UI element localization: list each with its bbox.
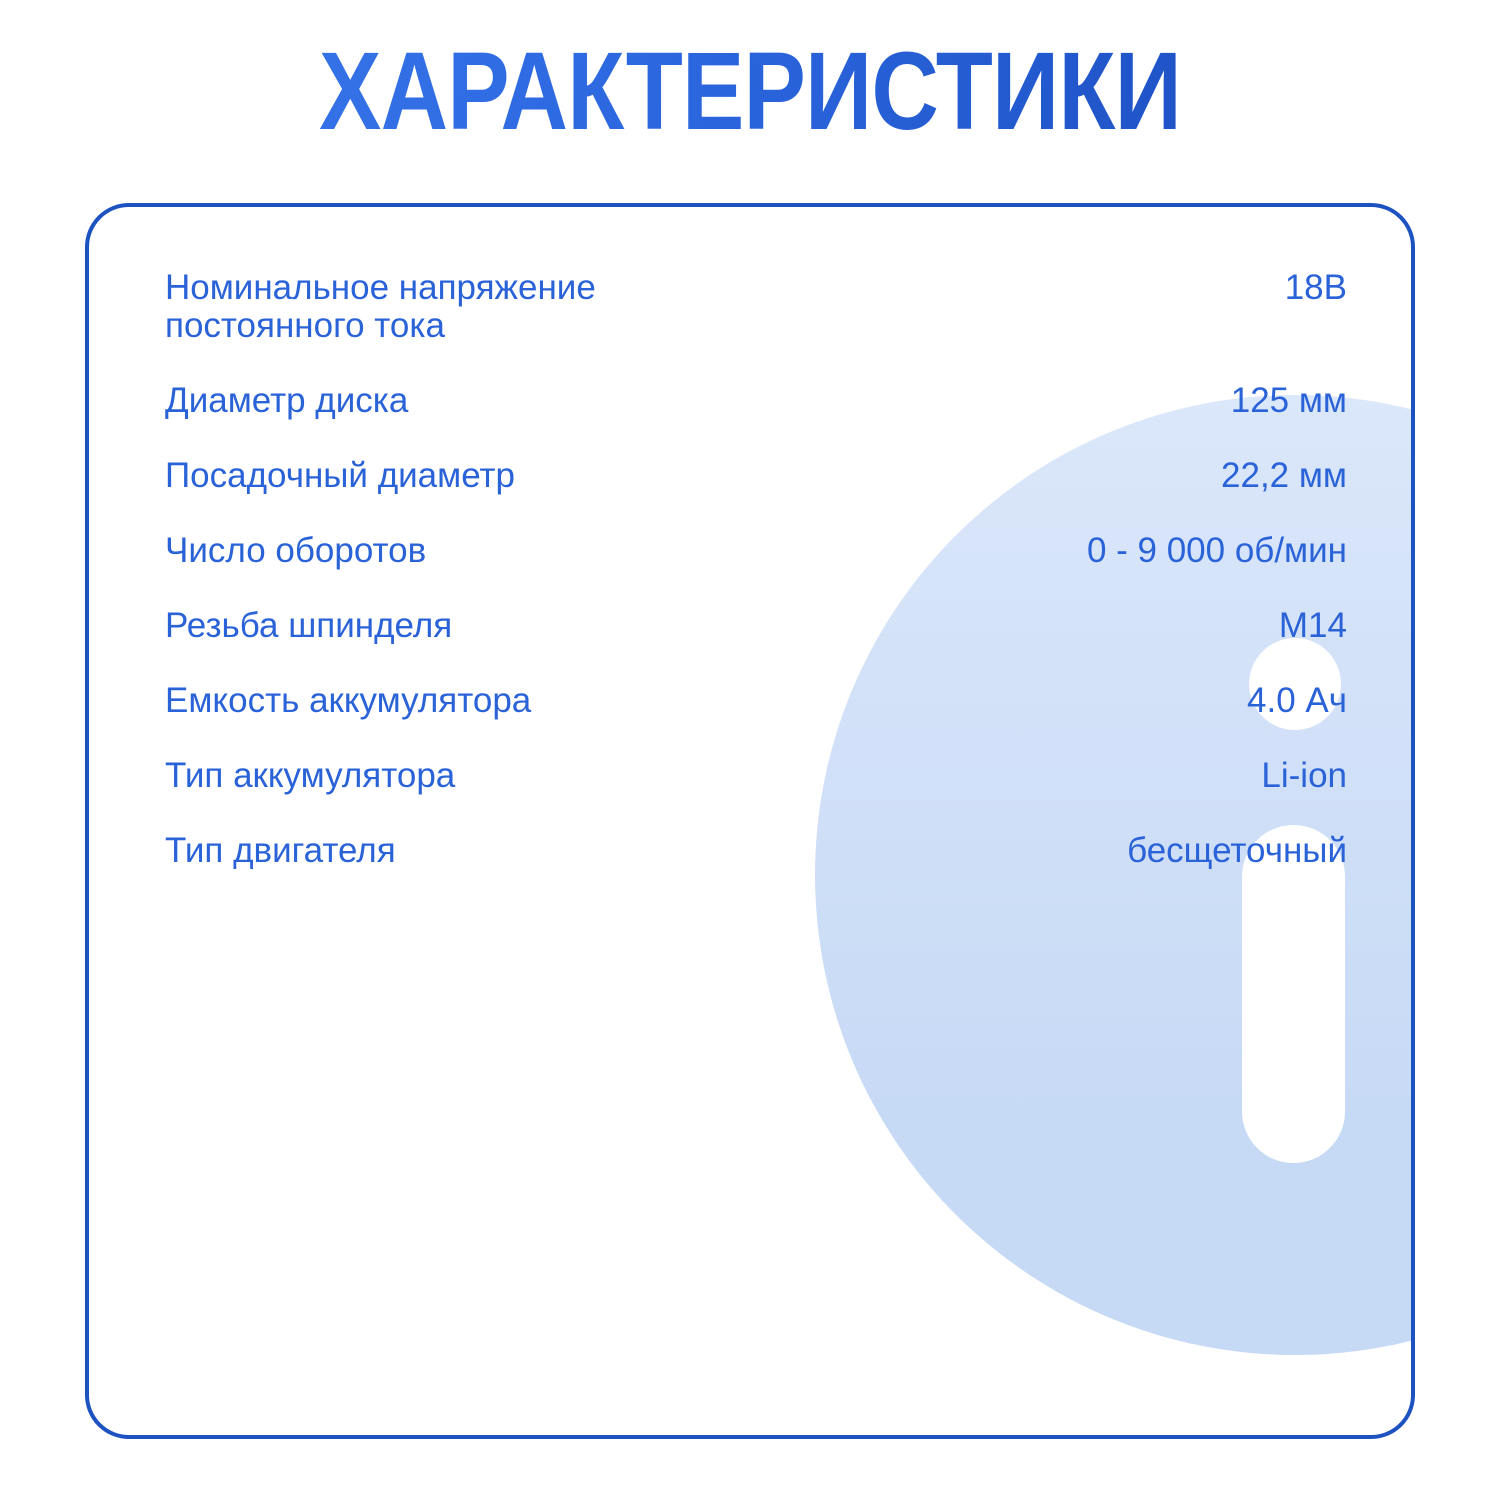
spec-row: Тип двигателя бесщеточный (165, 832, 1347, 870)
spec-row: Емкость аккумулятора 4.0 Ач (165, 682, 1347, 720)
spec-value: бесщеточный (1127, 831, 1347, 870)
spec-rows: Номинальное напряжение постоянного тока … (89, 207, 1411, 870)
spec-value: М14 (1278, 606, 1347, 645)
spec-label: Диаметр диска (165, 381, 409, 420)
spec-label: Номинальное напряжение постоянного тока (165, 268, 596, 345)
spec-label: Тип двигателя (165, 831, 396, 870)
page-title: ХАРАКТЕРИСТИКИ (113, 32, 1388, 152)
spec-label: Тип аккумулятора (165, 756, 456, 795)
disc-center-hole (1249, 638, 1341, 730)
spec-label: Резьба шпинделя (165, 606, 453, 645)
spec-row: Число оборотов 0 - 9 000 об/мин (165, 532, 1347, 570)
spec-card: Номинальное напряжение постоянного тока … (85, 203, 1415, 1439)
spec-value: 18В (1284, 268, 1347, 307)
spec-row: Резьба шпинделя М14 (165, 607, 1347, 645)
spec-row: Номинальное напряжение постоянного тока … (165, 269, 1347, 345)
spec-row: Диаметр диска 125 мм (165, 382, 1347, 420)
spec-value: Li-ion (1261, 756, 1347, 795)
spec-value: 22,2 мм (1221, 456, 1347, 495)
spec-row: Посадочный диаметр 22,2 мм (165, 457, 1347, 495)
spec-value: 125 мм (1230, 381, 1347, 420)
spec-value: 0 - 9 000 об/мин (1086, 531, 1347, 570)
spec-label: Число оборотов (165, 531, 427, 570)
spec-row: Тип аккумулятора Li-ion (165, 757, 1347, 795)
disc-slot (1242, 825, 1345, 1163)
spec-value: 4.0 Ач (1247, 681, 1347, 720)
spec-label: Посадочный диаметр (165, 456, 515, 495)
spec-label: Емкость аккумулятора (165, 681, 532, 720)
